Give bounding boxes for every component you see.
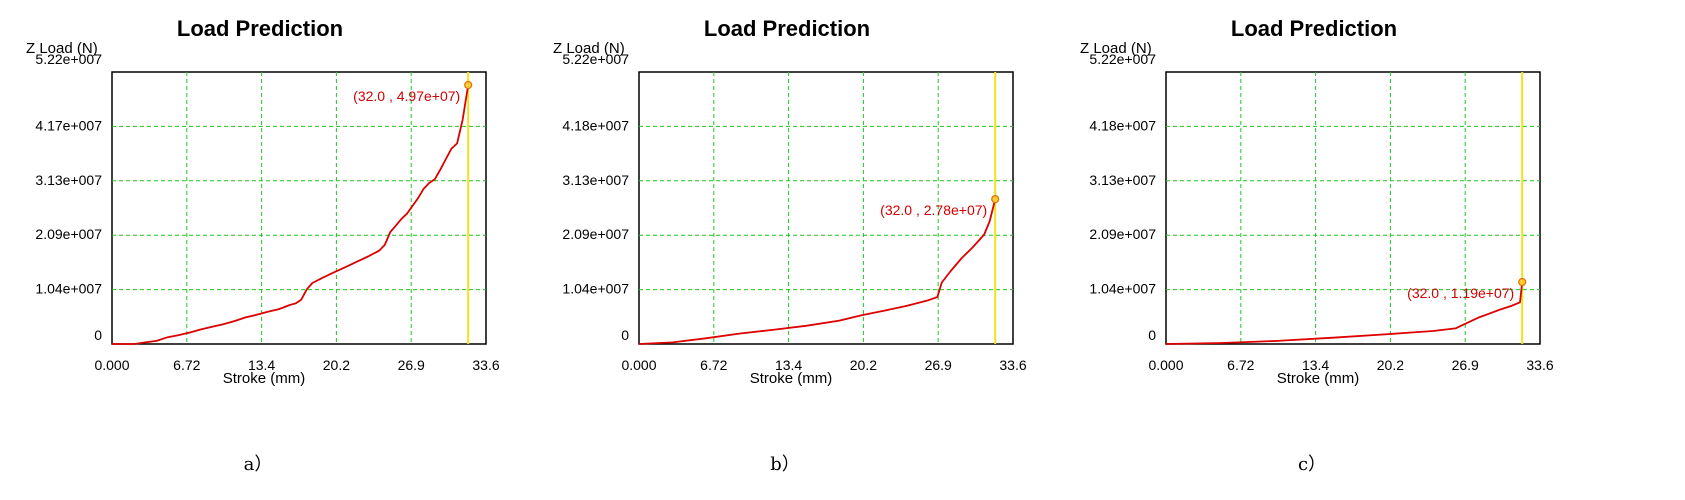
plot-frame-a [111,71,487,345]
x-axis-label-c: Stroke (mm) [1277,370,1360,387]
x-tick-label-a: 33.6 [472,357,499,373]
y-tick-label-a: 3.13e+007 [35,172,102,188]
y-tick-label-c: 4.18e+007 [1089,117,1156,133]
x-tick-label-c: 33.6 [1526,357,1553,373]
x-tick-label-a: 20.2 [323,357,350,373]
x-tick-label-a: 6.72 [173,357,200,373]
x-tick-label-c: 0.000 [1148,357,1183,373]
x-tick-label-c: 26.9 [1452,357,1479,373]
y-tick-label-a: 4.17e+007 [35,117,102,133]
subfigure-caption-a: a） [244,454,273,475]
annotation-point-a [464,80,473,90]
annotation-label-b: (32.0 , 2.78e+07) [880,202,987,218]
x-axis-label-b: Stroke (mm) [750,370,833,387]
x-tick-label-b: 6.72 [700,357,727,373]
y-tick-label-a: 5.22e+007 [35,51,102,67]
data-series-line-c [1165,281,1524,345]
y-tick-label-c: 2.09e+007 [1089,226,1156,242]
x-tick-label-b: 33.6 [999,357,1026,373]
x-tick-label-c: 20.2 [1377,357,1404,373]
chart-svg-c: Load Prediction Z Load (N) Stroke (mm) 0.00… [1080,16,1554,475]
y-tick-label-b: 2.09e+007 [562,226,629,242]
y-tick-label-b: 4.18e+007 [562,117,629,133]
y-tick-label-a: 2.09e+007 [35,226,102,242]
y-axis-label-c: Z Load (N) [1080,40,1152,57]
y-tick-label-b: 5.22e+007 [562,51,629,67]
chart-panel-a: Load Prediction Z Load (N) Stroke (mm) 0.00… [0,0,560,500]
y-tick-label-c: 5.22e+007 [1089,51,1156,67]
y-tick-label-c: 0 [1148,327,1156,343]
x-tick-label-b: 0.000 [621,357,656,373]
annotation-point-c [1518,277,1527,287]
x-tick-label-c: 6.72 [1227,357,1254,373]
y-tick-label-a: 0 [94,327,102,343]
y-tick-label-b: 1.04e+007 [562,281,629,297]
y-tick-label-b: 3.13e+007 [562,172,629,188]
y-tick-label-a: 1.04e+007 [35,281,102,297]
chart-svg-a: Load Prediction Z Load (N) Stroke (mm) 0.00… [26,16,500,475]
annotation-point-b [991,195,1000,204]
chart-title-c: Load Prediction [1231,16,1397,41]
x-tick-label-a: 13.4 [248,357,275,373]
chart-title-a: Load Prediction [177,16,343,41]
chart-svg-b: Load Prediction Z Load (N) Stroke (mm) 0.00… [553,16,1027,475]
x-axis-label-a: Stroke (mm) [223,370,306,387]
x-tick-label-b: 26.9 [925,357,952,373]
x-tick-label-a: 26.9 [398,357,425,373]
chart-panel-b: Load Prediction Z Load (N) Stroke (mm) 0.00… [527,0,1087,500]
plot-frame-b [638,71,1014,345]
subfigure-caption-c: c） [1298,454,1326,475]
chart-panel-c: Load Prediction Z Load (N) Stroke (mm) 0.00… [1054,0,1614,500]
x-tick-label-a: 0.000 [94,357,129,373]
x-tick-label-c: 13.4 [1302,357,1329,373]
chart-title-b: Load Prediction [704,16,870,41]
x-tick-label-b: 13.4 [775,357,802,373]
x-tick-label-b: 20.2 [850,357,877,373]
y-tick-label-c: 1.04e+007 [1089,281,1156,297]
annotation-label-a: (32.0 , 4.97e+07) [353,88,460,104]
data-series-line-a [112,84,470,345]
subfigure-caption-b: b） [770,454,800,475]
y-axis-label-a: Z Load (N) [26,40,98,57]
y-axis-label-b: Z Load (N) [553,40,625,57]
y-tick-label-b: 0 [621,327,629,343]
data-series-line-b [638,198,997,345]
y-tick-label-c: 3.13e+007 [1089,172,1156,188]
annotation-label-c: (32.0 , 1.19e+07) [1407,285,1514,301]
plot-frame-c [1165,71,1541,345]
